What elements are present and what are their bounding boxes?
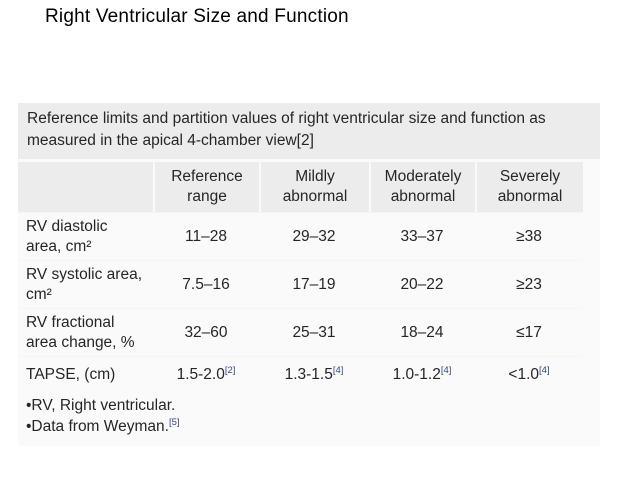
table-cell: 17–19: [259, 274, 369, 296]
table-row: RV systolic area, cm² 7.5–16 17–19 20–22…: [18, 260, 583, 308]
cell-value: 25–31: [292, 323, 336, 341]
table-cell: ≥23: [475, 274, 583, 296]
table-cell: 20–22: [369, 274, 475, 296]
table-cell: 1.3-1.5[4]: [259, 364, 369, 386]
cell-value: 17–19: [292, 275, 336, 293]
reference-superscript: [4]: [539, 364, 550, 376]
table-cell: 1.0-1.2[4]: [369, 364, 475, 386]
table-header-row: Reference range Mildly abnormal Moderate…: [18, 162, 583, 212]
table-cell: ≥38: [475, 226, 583, 248]
table-cell: 7.5–16: [153, 274, 259, 296]
rv-reference-table-panel: Reference limits and partition values of…: [18, 103, 600, 446]
table-cell: 33–37: [369, 226, 475, 248]
column-header-severely-abnormal: Severely abnormal: [475, 162, 583, 212]
cell-value: 29–32: [292, 227, 336, 245]
table-cell: 25–31: [259, 322, 369, 344]
table-cell: <1.0[4]: [475, 364, 583, 386]
table-cell: 11–28: [153, 226, 259, 248]
table-corner-cell: [18, 162, 153, 212]
cell-value: ≤17: [516, 323, 542, 341]
cell-value: 20–22: [400, 275, 444, 293]
footnote-text: •RV, Right ventricular.: [26, 397, 176, 415]
cell-value: 32–60: [184, 323, 228, 341]
rv-reference-table: Reference range Mildly abnormal Moderate…: [18, 162, 583, 393]
table-caption: Reference limits and partition values of…: [18, 103, 600, 159]
table-cell: 1.5-2.0[2]: [153, 364, 259, 386]
table-cell: 32–60: [153, 322, 259, 344]
cell-value: ≥23: [516, 275, 542, 293]
cell-value: 7.5–16: [182, 275, 230, 293]
cell-value: <1.0: [508, 366, 540, 384]
table-row: RV diastolic area, cm² 11–28 29–32 33–37…: [18, 212, 583, 260]
row-label: RV diastolic area, cm²: [26, 218, 108, 255]
table-row: RV fractional area change, % 32–60 25–31…: [18, 308, 583, 356]
cell-value: 1.0-1.2: [392, 366, 441, 384]
table-footnotes: •RV, Right ventricular. •Data from Weyma…: [18, 393, 600, 446]
cell-value: 1.5-2.0: [176, 366, 225, 384]
column-header-mildly-abnormal: Mildly abnormal: [259, 162, 369, 212]
cell-value: 11–28: [185, 227, 227, 245]
row-label: TAPSE, (cm): [26, 366, 116, 384]
cell-value: 18–24: [400, 323, 444, 341]
cell-value: 1.3-1.5: [284, 366, 333, 384]
table-cell: 18–24: [369, 322, 475, 344]
cell-value: 33–37: [400, 227, 444, 245]
table-cell: ≤17: [475, 322, 583, 344]
reference-superscript: [2]: [224, 364, 236, 376]
cell-value: ≥38: [516, 227, 542, 245]
row-label: RV systolic area, cm²: [26, 266, 143, 303]
page-title: Right Ventricular Size and Function: [45, 6, 349, 27]
table-cell: 29–32: [259, 226, 369, 248]
footnote-rv-abbreviation: •RV, Right ventricular.: [26, 396, 592, 416]
footnote-text: •Data from Weyman.: [26, 417, 169, 435]
table-row: TAPSE, (cm) 1.5-2.0[2] 1.3-1.5[4] 1.0-1.…: [18, 356, 583, 393]
column-header-reference-range: Reference range: [153, 162, 259, 212]
row-label: RV fractional area change, %: [26, 314, 135, 351]
column-header-moderately-abnormal: Moderately abnormal: [369, 162, 475, 212]
reference-superscript: [4]: [440, 364, 452, 376]
reference-superscript: [5]: [168, 416, 180, 428]
reference-superscript: [4]: [332, 364, 344, 376]
footnote-data-source: •Data from Weyman.[5]: [26, 417, 592, 437]
